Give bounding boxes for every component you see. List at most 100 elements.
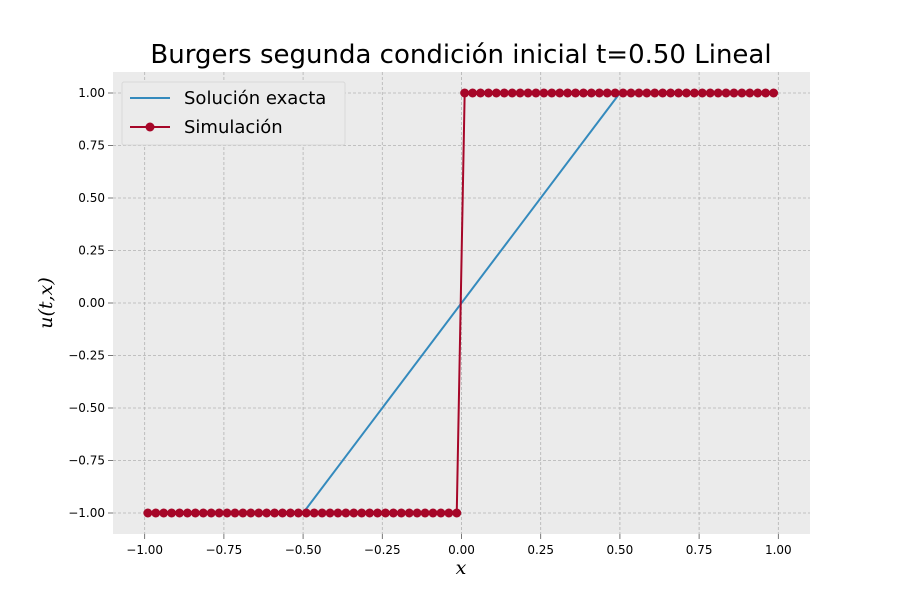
simulacion-point [531,88,541,98]
simulacion-point [277,508,287,518]
simulacion-point [705,88,715,98]
y-tick-label: 0.00 [78,296,105,310]
simulacion-point [333,508,343,518]
simulacion-point [238,508,248,518]
simulacion-point [270,508,280,518]
simulacion-point [317,508,327,518]
simulacion-point [262,508,272,518]
simulacion-point [159,508,169,518]
simulacion-point [404,508,414,518]
simulacion-point [349,508,359,518]
simulacion-point [301,508,311,518]
simulacion-point [626,88,636,98]
simulacion-point [507,88,517,98]
simulacion-point [325,508,335,518]
simulacion-point [246,508,256,518]
simulacion-point [412,508,422,518]
simulacion-point [769,88,779,98]
simulacion-point [674,88,684,98]
simulacion-point [547,88,557,98]
x-tick-label: −1.00 [126,543,163,557]
simulacion-point [721,88,731,98]
simulacion-point [222,508,232,518]
simulacion-point [689,88,699,98]
grid [113,72,810,534]
simulacion-point [293,508,303,518]
x-tick-label: 0.50 [607,543,634,557]
simulacion-point [190,508,200,518]
simulacion-point [634,88,644,98]
simulacion-point [642,88,652,98]
simulacion-point [182,508,192,518]
simulacion-point [206,508,216,518]
y-tick-label: 0.50 [78,191,105,205]
simulacion-point [396,508,406,518]
simulacion-point [167,508,177,518]
simulacion-point [357,508,367,518]
legend-label-simulacion: Simulación [184,117,283,138]
simulacion-point [428,508,438,518]
x-tick-label: 1.00 [765,543,792,557]
simulacion-point [539,88,549,98]
y-tick-label: −1.00 [68,506,105,520]
simulacion-point [586,88,596,98]
x-axis-label: x [456,557,467,579]
simulacion-point [285,508,295,518]
chart-title: Burgers segunda condición inicial t=0.50… [150,40,771,70]
simulacion-point [214,508,224,518]
y-tick-label: 0.75 [78,139,105,153]
simulacion-point [515,88,525,98]
simulacion-point [444,508,454,518]
simulacion-point [555,88,565,98]
simulacion-point [452,508,462,518]
simulacion-point [309,508,319,518]
simulacion-point [523,88,533,98]
y-tick-label: 1.00 [78,86,105,100]
x-tick-label: 0.75 [686,543,713,557]
simulacion-point [483,88,493,98]
simulacion-point [602,88,612,98]
simulacion-point [761,88,771,98]
simulacion-point [143,508,153,518]
simulacion-point [373,508,383,518]
simulacion-point [753,88,763,98]
legend: Solución exacta Simulación [121,81,346,146]
simulacion-point [610,88,620,98]
simulacion-point [563,88,573,98]
simulacion-point [341,508,351,518]
legend-marker-simulacion [145,122,155,132]
simulacion-point [745,88,755,98]
simulacion-point [230,508,240,518]
simulacion-point [594,88,604,98]
simulacion-point [491,88,501,98]
x-tick-label: 0.25 [527,543,554,557]
simulacion-point [254,508,264,518]
simulacion-point [713,88,723,98]
legend-box [121,81,346,146]
simulacion-point [175,508,185,518]
simulacion-point [697,88,707,98]
simulacion-point [468,88,478,98]
simulacion-point [618,88,628,98]
legend-label-solucion: Solución exacta [184,88,326,109]
simulacion-point [198,508,208,518]
simulacion-point [151,508,161,518]
simulacion-point [365,508,375,518]
y-tick-label: 0.25 [78,244,105,258]
simulacion-point [460,88,470,98]
simulacion-point [658,88,668,98]
simulacion-point [578,88,588,98]
simulacion-point [380,508,390,518]
y-axis-label: u(t,x) [35,277,57,328]
simulacion-point [666,88,676,98]
simulacion-point [737,88,747,98]
x-tick-label: −0.25 [364,543,401,557]
x-tick-label: 0.00 [448,543,475,557]
x-tick-label: −0.75 [205,543,242,557]
simulacion-point [388,508,398,518]
x-tick-label: −0.50 [285,543,322,557]
series-layer [143,88,779,518]
y-tick-label: −0.25 [68,349,105,363]
simulacion-point [729,88,739,98]
